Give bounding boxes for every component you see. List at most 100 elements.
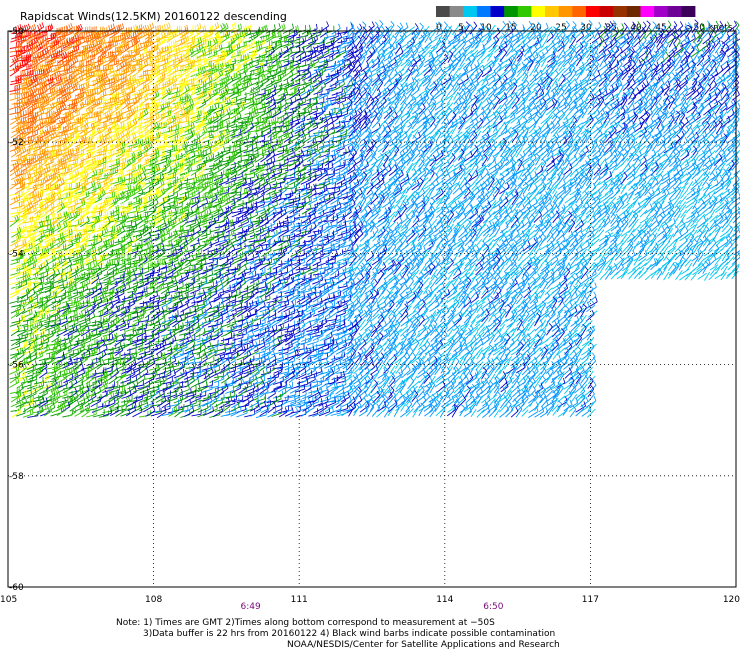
wind-barb-feather	[100, 97, 102, 103]
wind-barb	[603, 28, 614, 38]
wind-barb	[10, 38, 21, 43]
wind-barb	[458, 62, 466, 71]
wind-barb-feather	[40, 77, 43, 83]
wind-barb-feather	[139, 77, 141, 83]
wind-barb-feather	[683, 33, 687, 39]
wind-barb	[424, 33, 431, 43]
wind-barb-feather	[443, 31, 448, 36]
wind-barb-feather	[399, 22, 404, 28]
wind-barb-feather	[32, 33, 36, 39]
wind-barb	[189, 33, 200, 40]
wind-barb-feather	[649, 52, 653, 58]
wind-barb	[656, 33, 664, 44]
wind-barb-feather	[108, 82, 110, 89]
wind-barb-feather	[271, 56, 273, 62]
wind-barb-feather	[61, 34, 64, 40]
wind-barb-feather	[142, 31, 145, 37]
wind-barb-feather	[235, 34, 238, 40]
wind-barb-feather	[356, 26, 361, 31]
wind-barb-feather	[479, 32, 484, 38]
wind-barb-feather	[296, 67, 298, 73]
wind-barb-feather	[673, 21, 678, 26]
wind-barb	[509, 95, 518, 106]
wind-barb-feather	[168, 101, 170, 107]
wind-barb-feather	[435, 22, 439, 28]
wind-barb-feather	[37, 33, 41, 39]
wind-barb-feather	[42, 36, 45, 42]
colorbar-swatch	[585, 6, 600, 17]
wind-barb-feather	[85, 31, 88, 37]
wind-barb-feather	[321, 86, 323, 92]
wind-barb	[686, 38, 696, 45]
wind-barb-feather	[149, 23, 152, 29]
wind-barb-feather	[249, 73, 252, 79]
wind-barb-feather	[479, 22, 484, 28]
wind-barb-feather	[142, 25, 146, 32]
wind-barb-feather	[679, 21, 684, 27]
wind-barbs-layer	[9, 19, 740, 419]
wind-barb-feather	[240, 23, 242, 29]
wind-barb-feather	[255, 40, 258, 47]
wind-barb-feather	[128, 53, 131, 59]
wind-barb-feather	[231, 99, 234, 105]
wind-barb	[133, 32, 143, 39]
wind-barb	[581, 32, 591, 40]
wind-barb-feather	[163, 31, 166, 37]
wind-barb-feather	[215, 49, 217, 55]
wind-barb-feather	[22, 25, 25, 31]
wind-barb-feather	[561, 93, 565, 99]
wind-barb-feather	[381, 26, 386, 31]
wind-barb-feather	[503, 48, 508, 53]
wind-barb-feather	[93, 32, 96, 38]
wind-barb-feather	[581, 21, 585, 27]
wind-barb-feather	[411, 49, 415, 55]
wind-barb-feather	[413, 32, 417, 37]
wind-barb	[360, 29, 367, 39]
wind-barb	[702, 31, 710, 40]
wind-barb-feather	[119, 35, 122, 41]
wind-barb-feather	[161, 38, 164, 44]
wind-barb-feather	[462, 24, 467, 30]
wind-barb-feather	[63, 26, 66, 32]
wind-barb-feather	[715, 20, 719, 26]
wind-barb-feather	[165, 66, 168, 72]
wind-barb-feather	[49, 50, 52, 56]
colorbar-legend: 0 5 10 15 20 25 30 35 40 45 >50 knots	[436, 6, 733, 33]
wind-barb-feather	[712, 54, 717, 59]
wind-barb	[685, 28, 693, 39]
wind-barb	[370, 25, 379, 34]
wind-barb-feather	[150, 71, 153, 77]
wind-barb-feather	[414, 23, 419, 28]
wind-barb-feather	[140, 27, 143, 33]
wind-barb	[504, 24, 513, 34]
wind-barb	[428, 31, 436, 40]
wind-barb-feather	[139, 30, 143, 36]
colorbar-swatch	[613, 6, 628, 17]
wind-barb-feather	[353, 32, 357, 38]
wind-barb	[562, 39, 570, 49]
wind-barb-feather	[405, 22, 409, 28]
wind-barb-feather	[517, 31, 521, 37]
wind-barb-feather	[135, 24, 138, 30]
wind-barb-feather	[81, 33, 84, 39]
wind-barb-feather	[362, 26, 367, 31]
wind-barb-feather	[311, 38, 314, 44]
wind-barb	[615, 33, 625, 40]
wind-barb-feather	[377, 40, 382, 46]
wind-barb-feather	[237, 24, 240, 30]
wind-barb-feather	[38, 29, 41, 35]
wind-barb-feather	[349, 39, 352, 45]
wind-barb-feather	[33, 64, 36, 70]
wind-barb-feather	[213, 63, 215, 69]
colorbar-label: >50 knots	[686, 23, 733, 33]
wind-barb-feather	[727, 21, 731, 27]
wind-barb-feather	[461, 96, 466, 101]
wind-barb-feather	[604, 22, 608, 28]
wind-barb	[585, 90, 594, 101]
wind-barb-feather	[350, 63, 355, 68]
wind-barb-feather	[167, 73, 169, 79]
wind-barb-feather	[376, 30, 380, 36]
wind-barb-feather	[588, 19, 593, 25]
colorbar-label: 15	[505, 23, 516, 33]
wind-barb-feather	[34, 32, 38, 38]
